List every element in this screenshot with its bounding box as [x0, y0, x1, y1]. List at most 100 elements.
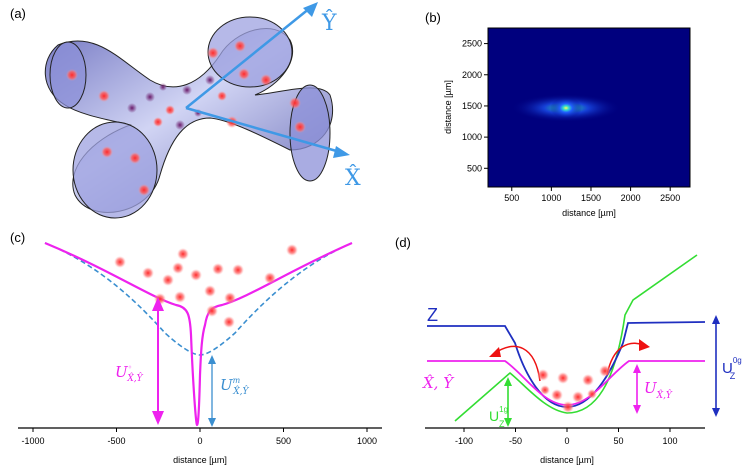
optical-trap-surface [44, 16, 334, 219]
atom [212, 263, 224, 275]
panel-d-xticks: -100 -50 0 50 100 [455, 428, 678, 446]
z-depth-arrow [712, 315, 720, 417]
xy-depth-label: UX̂,Ŷ [644, 379, 673, 401]
atom [207, 47, 219, 59]
atom [142, 267, 154, 279]
atom [138, 184, 150, 196]
axis-arrows [185, 2, 350, 158]
axis-y-hat-label: Ŷ [321, 9, 337, 36]
atom-dark [145, 92, 155, 102]
atom [232, 264, 244, 276]
z-curve-label: Z [427, 305, 438, 325]
atom [153, 117, 163, 127]
atom [129, 152, 141, 164]
panel-d-xtick-label: 0 [564, 436, 569, 446]
panel-c-tag: (c) [10, 230, 25, 245]
atom [204, 285, 216, 297]
atom [217, 91, 227, 101]
panel-c-xticks: -1000 -500 0 500 1000 [21, 428, 377, 446]
atom-dark [175, 120, 185, 130]
panel-b-ytick-label: 2000 [462, 70, 482, 80]
image-frame [487, 27, 691, 188]
magnetic-depth-arrow [208, 355, 216, 427]
atom [177, 248, 189, 260]
xy-depth-arrow [633, 364, 641, 414]
atom [174, 291, 186, 303]
atom-dark [205, 75, 215, 85]
atom [172, 262, 184, 274]
total-potential-label: U◦ X̂,Ŷ [115, 363, 144, 384]
panel-b-tag: (b) [425, 10, 441, 25]
atom [260, 74, 272, 86]
magnetic-potential-label: Um X̂,Ŷ [220, 376, 250, 397]
atom [587, 389, 597, 399]
panel-d-xtick-label: 50 [613, 436, 623, 446]
panel-b-ytick-label: 2500 [462, 39, 482, 49]
panel-b-image: (b) 500 1000 1500 2000 2500 500 1000 1500 2000 25… [425, 10, 691, 218]
panel-c: (c) -1000 -500 0 500 1000 [0, 225, 385, 467]
atom [289, 97, 301, 109]
atom-dark [159, 83, 167, 91]
atom [238, 68, 250, 80]
atom [557, 372, 569, 384]
panel-d-plot: (d) -100 -50 0 50 100 [395, 235, 742, 465]
atom [599, 365, 611, 377]
atom [572, 391, 584, 403]
atom-cloud-spot [550, 97, 582, 119]
panel-d-xtick-label: -50 [509, 436, 522, 446]
panel-b-xtick-label: 2000 [621, 193, 641, 203]
atom-dark [127, 103, 137, 113]
atom [206, 305, 218, 317]
atom [286, 244, 298, 256]
panel-b-xtick-label: 1000 [541, 193, 561, 203]
atom-dark [182, 85, 192, 95]
atom [234, 40, 246, 52]
atom [540, 385, 550, 395]
panel-b-xtick-label: 2500 [660, 193, 680, 203]
panel-c-xtick-label: 0 [197, 436, 202, 446]
axis-x-hat-label: X̂ [345, 165, 361, 191]
panel-b-xtick-label: 1500 [581, 193, 601, 203]
atom [582, 374, 594, 386]
xy-curve-label: X̂, Ŷ [422, 374, 455, 392]
atom [165, 105, 175, 115]
panel-b-xtick-label: 500 [504, 193, 519, 203]
panel-a-illustration: (a) [10, 2, 361, 219]
panel-d-tag: (d) [395, 235, 411, 250]
atom [562, 401, 574, 413]
magnetic-potential-curve [44, 242, 353, 356]
atom [101, 146, 113, 158]
panel-b-ytick-label: 1000 [462, 132, 482, 142]
atom [114, 256, 126, 268]
panel-a-tag: (a) [10, 6, 26, 21]
gravity-depth-label: U1g Z [489, 405, 508, 429]
panel-c-plot: (c) -1000 -500 0 500 1000 [10, 230, 382, 465]
panel-b-ytick-label: 500 [467, 163, 482, 173]
atom [223, 316, 235, 328]
panel-c-xtick-label: -500 [107, 436, 125, 446]
gravity-potential-curve [454, 254, 698, 422]
panel-b-xlabel: distance [µm] [562, 208, 616, 218]
panel-b-ylabel: distance [µm] [443, 80, 453, 134]
panel-c-xtick-label: -1000 [21, 436, 44, 446]
panel-c-xlabel: distance [µm] [173, 455, 227, 465]
panel-d-xtick-label: 100 [662, 436, 677, 446]
panel-d: (d) -100 -50 0 50 100 [385, 225, 753, 467]
atom [224, 292, 236, 304]
z-depth-label: U0g Z [722, 356, 742, 381]
gravity-depth-arrow [504, 377, 512, 427]
panel-d-xlabel: distance [µm] [540, 455, 594, 465]
panel-c-xtick-label: 500 [276, 436, 291, 446]
total-potential-curve [44, 241, 353, 427]
panel-b-axes: 500 1000 1500 2000 2500 500 1000 1500 2000 2500 [462, 39, 680, 203]
atom-cloud [537, 365, 611, 413]
atom [190, 269, 202, 281]
panel-b-ytick-label: 1500 [462, 101, 482, 111]
atom [551, 389, 563, 401]
panel-c-xtick-label: 1000 [357, 436, 377, 446]
panel-a: (a) [0, 0, 380, 225]
atom [264, 272, 276, 284]
atom [294, 121, 306, 133]
panel-b: (b) 500 1000 1500 2000 2500 500 1000 1500 2000 25… [420, 0, 753, 225]
atom-cloud [114, 244, 298, 328]
